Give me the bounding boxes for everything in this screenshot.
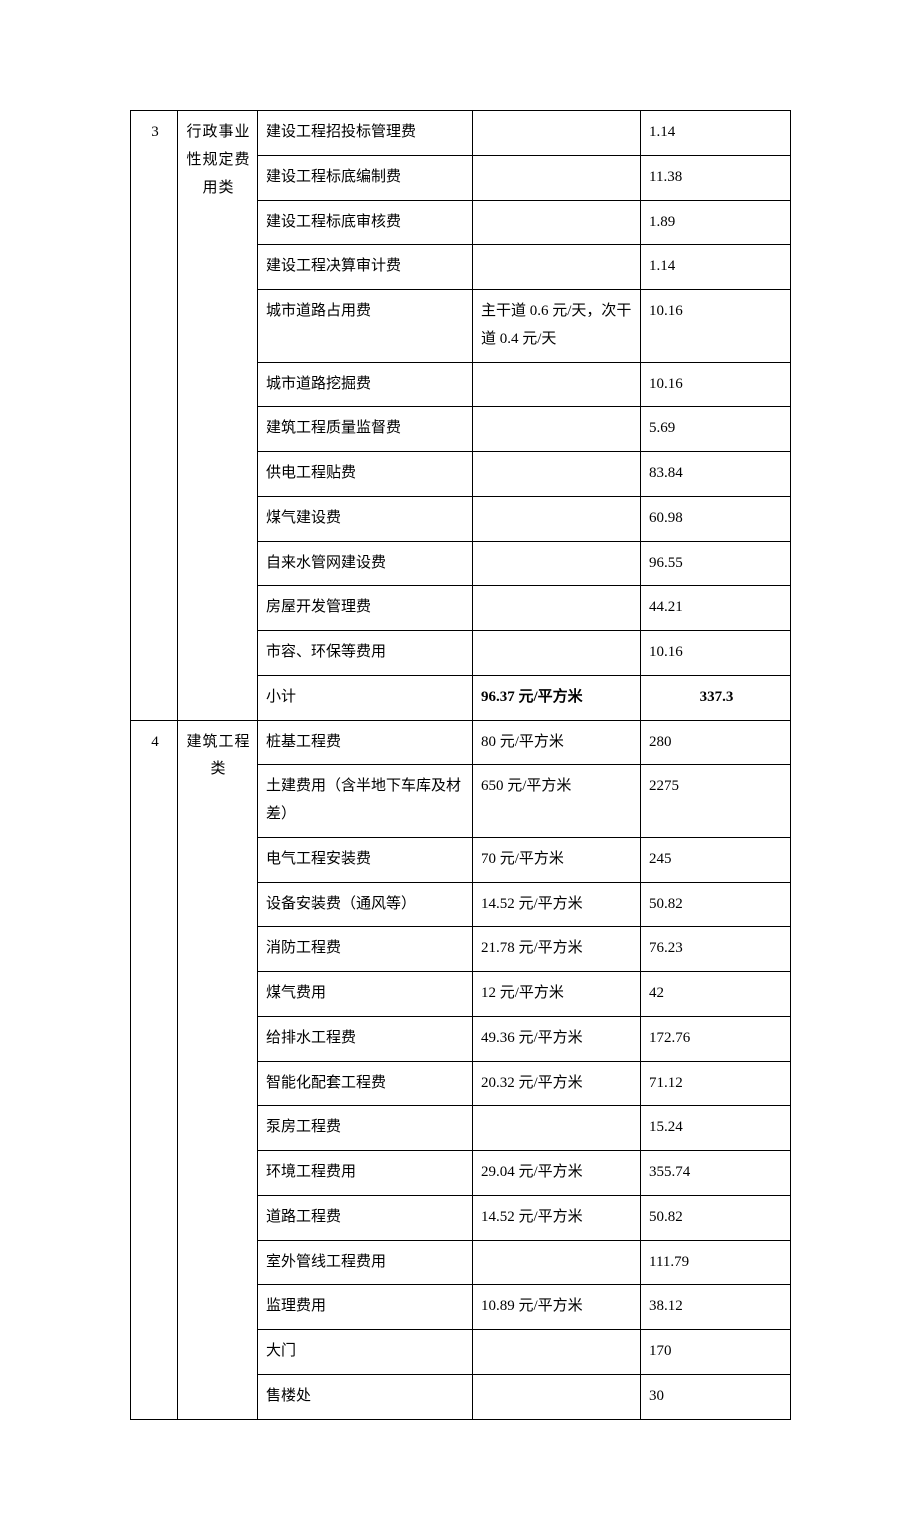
item-name: 建设工程决算审计费	[258, 245, 473, 290]
section-number: 3	[131, 111, 178, 721]
item-value: 60.98	[641, 496, 791, 541]
item-basis	[473, 452, 641, 497]
item-value: 10.16	[641, 290, 791, 363]
table-row: 3行政事业性规定费用类建设工程招投标管理费1.14	[131, 111, 791, 156]
item-value: 280	[641, 720, 791, 765]
item-basis	[473, 496, 641, 541]
item-value: 50.82	[641, 1195, 791, 1240]
item-name: 市容、环保等费用	[258, 631, 473, 676]
item-name: 房屋开发管理费	[258, 586, 473, 631]
item-value: 1.14	[641, 245, 791, 290]
item-basis	[473, 245, 641, 290]
item-basis	[473, 586, 641, 631]
item-basis: 14.52 元/平方米	[473, 1195, 641, 1240]
item-basis: 49.36 元/平方米	[473, 1016, 641, 1061]
cost-breakdown-table: 3行政事业性规定费用类建设工程招投标管理费 1.14 建设工程标底编制费 11.38 建…	[130, 110, 791, 1420]
item-value: 71.12	[641, 1061, 791, 1106]
item-value: 10.16	[641, 362, 791, 407]
item-name: 道路工程费	[258, 1195, 473, 1240]
item-basis	[473, 631, 641, 676]
item-value: 44.21	[641, 586, 791, 631]
item-name: 环境工程费用	[258, 1151, 473, 1196]
item-value: 245	[641, 837, 791, 882]
item-basis: 29.04 元/平方米	[473, 1151, 641, 1196]
item-value: 96.55	[641, 541, 791, 586]
item-name: 桩基工程费	[258, 720, 473, 765]
section-category: 建筑工程类	[178, 720, 258, 1419]
item-value: 15.24	[641, 1106, 791, 1151]
item-value: 50.82	[641, 882, 791, 927]
item-basis	[473, 111, 641, 156]
item-value: 170	[641, 1330, 791, 1375]
section-number: 4	[131, 720, 178, 1419]
item-value: 42	[641, 972, 791, 1017]
item-name: 给排水工程费	[258, 1016, 473, 1061]
item-name: 设备安装费（通风等）	[258, 882, 473, 927]
section-category: 行政事业性规定费用类	[178, 111, 258, 721]
item-name: 泵房工程费	[258, 1106, 473, 1151]
item-basis: 10.89 元/平方米	[473, 1285, 641, 1330]
item-value: 38.12	[641, 1285, 791, 1330]
item-name: 建筑工程质量监督费	[258, 407, 473, 452]
item-name: 电气工程安装费	[258, 837, 473, 882]
item-name: 煤气建设费	[258, 496, 473, 541]
item-name: 室外管线工程费用	[258, 1240, 473, 1285]
item-value: 2275	[641, 765, 791, 838]
item-basis: 14.52 元/平方米	[473, 882, 641, 927]
item-basis: 12 元/平方米	[473, 972, 641, 1017]
item-value: 10.16	[641, 631, 791, 676]
item-name: 大门	[258, 1330, 473, 1375]
table-row: 4建筑工程类桩基工程费80 元/平方米280	[131, 720, 791, 765]
item-basis: 650 元/平方米	[473, 765, 641, 838]
item-value: 83.84	[641, 452, 791, 497]
item-name: 煤气费用	[258, 972, 473, 1017]
item-name: 城市道路挖掘费	[258, 362, 473, 407]
item-name: 建设工程标底编制费	[258, 155, 473, 200]
subtotal-label: 小计	[258, 675, 473, 720]
item-name: 建设工程招投标管理费	[258, 111, 473, 156]
item-basis: 21.78 元/平方米	[473, 927, 641, 972]
item-basis	[473, 362, 641, 407]
item-basis	[473, 541, 641, 586]
item-value: 111.79	[641, 1240, 791, 1285]
item-name: 建设工程标底审核费	[258, 200, 473, 245]
item-name: 自来水管网建设费	[258, 541, 473, 586]
item-value: 1.14	[641, 111, 791, 156]
item-basis	[473, 1330, 641, 1375]
item-value: 355.74	[641, 1151, 791, 1196]
item-name: 监理费用	[258, 1285, 473, 1330]
item-basis	[473, 1374, 641, 1419]
item-name: 供电工程贴费	[258, 452, 473, 497]
subtotal-value: 337.3	[641, 675, 791, 720]
item-value: 11.38	[641, 155, 791, 200]
item-value: 5.69	[641, 407, 791, 452]
item-basis	[473, 1106, 641, 1151]
item-basis	[473, 1240, 641, 1285]
item-value: 172.76	[641, 1016, 791, 1061]
item-name: 消防工程费	[258, 927, 473, 972]
subtotal-basis: 96.37 元/平方米	[473, 675, 641, 720]
item-basis: 20.32 元/平方米	[473, 1061, 641, 1106]
item-name: 城市道路占用费	[258, 290, 473, 363]
item-basis	[473, 200, 641, 245]
item-value: 30	[641, 1374, 791, 1419]
item-name: 售楼处	[258, 1374, 473, 1419]
item-basis	[473, 155, 641, 200]
item-basis: 80 元/平方米	[473, 720, 641, 765]
item-value: 76.23	[641, 927, 791, 972]
item-basis: 70 元/平方米	[473, 837, 641, 882]
item-value: 1.89	[641, 200, 791, 245]
item-basis: 主干道 0.6 元/天，次干道 0.4 元/天	[473, 290, 641, 363]
item-name: 土建费用（含半地下车库及材差）	[258, 765, 473, 838]
item-basis	[473, 407, 641, 452]
item-name: 智能化配套工程费	[258, 1061, 473, 1106]
